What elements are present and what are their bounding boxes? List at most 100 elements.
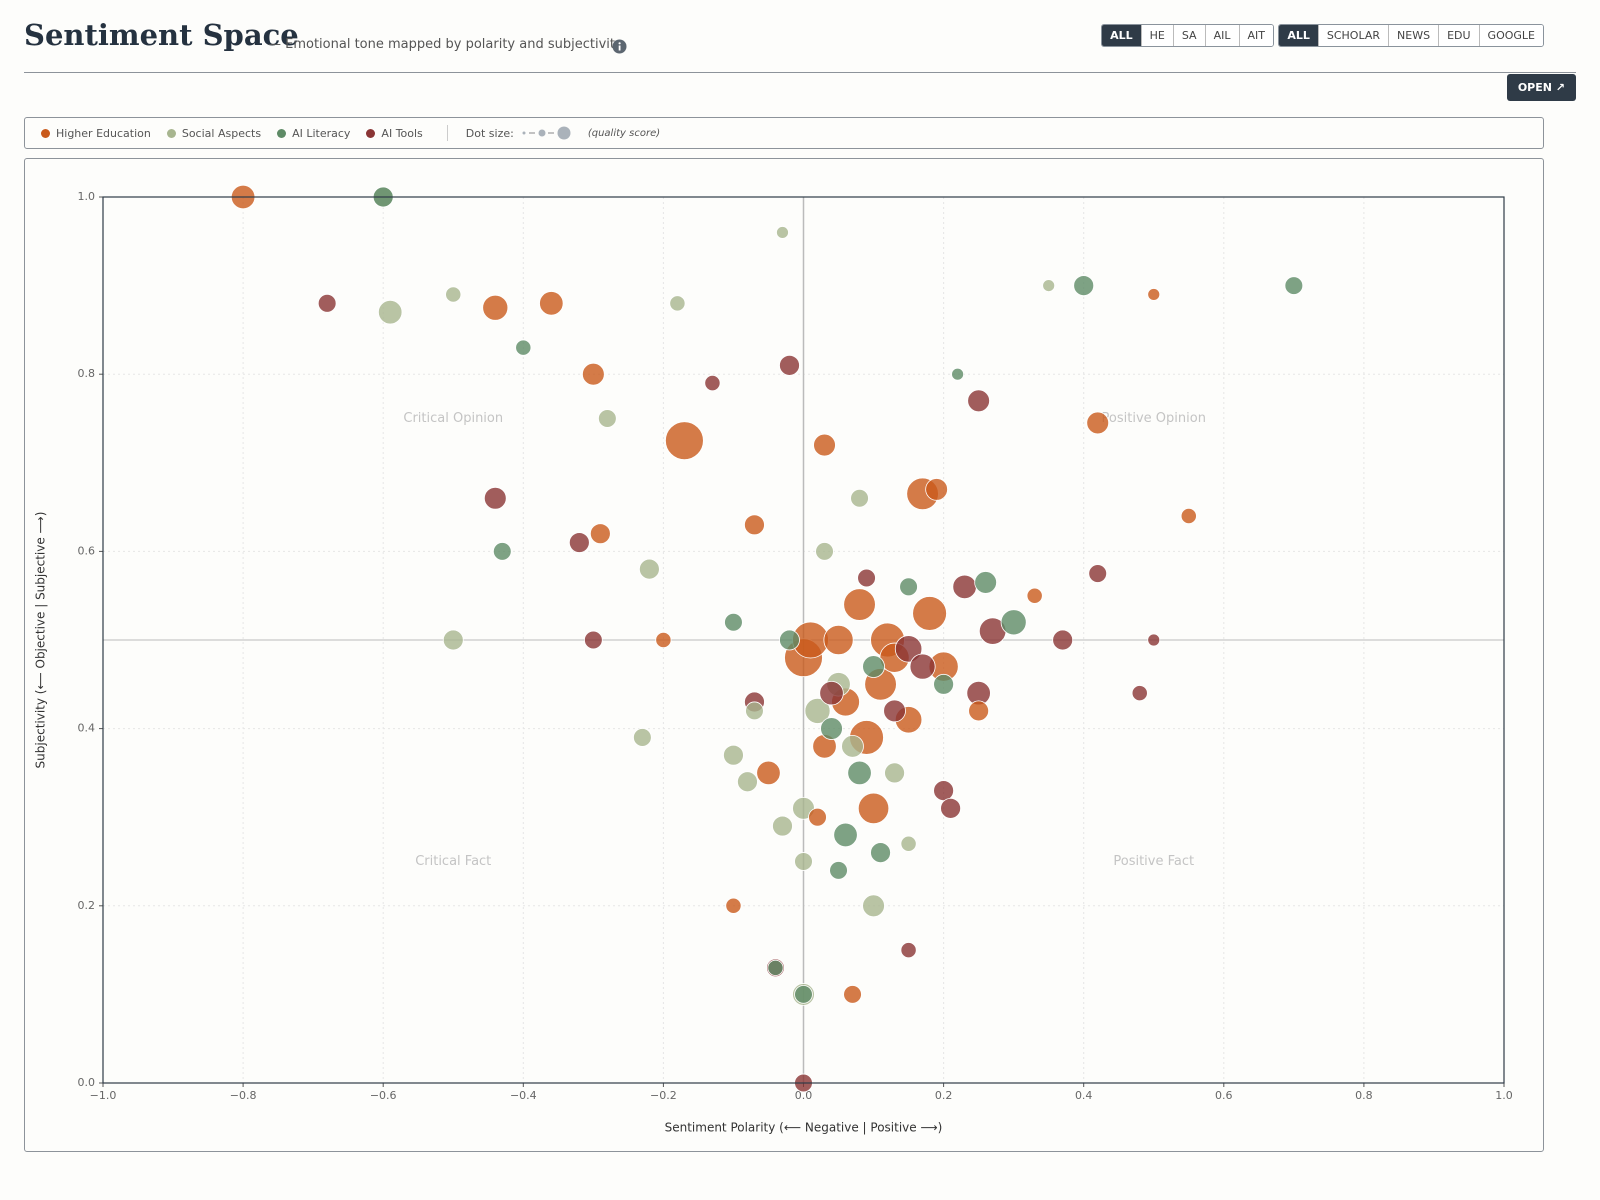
- data-point: [772, 815, 793, 837]
- data-point: [968, 700, 990, 722]
- data-point: [843, 588, 876, 621]
- divider: [24, 72, 1576, 73]
- x-tick-label: −0.4: [510, 1089, 537, 1102]
- data-point: [539, 291, 564, 316]
- data-point: [894, 635, 923, 663]
- x-tick-label: −0.2: [650, 1089, 677, 1102]
- data-point: [940, 797, 962, 819]
- quadrant-label: Positive Fact: [1113, 854, 1194, 869]
- filter-button[interactable]: ALL: [1279, 25, 1319, 46]
- filter-button[interactable]: SA: [1173, 25, 1206, 46]
- data-point: [598, 409, 617, 428]
- topic-filter: ALL HE SA AIL AIT: [1101, 24, 1274, 47]
- data-point: [819, 680, 844, 706]
- y-tick-label: 0.4: [78, 722, 96, 735]
- data-point: [857, 568, 876, 588]
- data-point: [925, 478, 948, 501]
- legend-items: Higher Education Social Aspects AI Literac…: [25, 127, 423, 140]
- data-point: [952, 574, 977, 600]
- y-tick-label: 1.0: [78, 190, 96, 203]
- legend-item: AI Tools: [366, 127, 423, 140]
- legend-label: AI Literacy: [292, 126, 351, 140]
- data-point: [862, 894, 885, 918]
- legend-item: Social Aspects: [166, 126, 262, 140]
- data-point: [899, 577, 918, 597]
- data-point: [723, 744, 744, 766]
- size-key: [522, 126, 571, 140]
- data-point: [378, 299, 403, 325]
- y-tick-label: 0.8: [78, 367, 96, 380]
- x-tick-label: 0.6: [1215, 1089, 1233, 1102]
- data-point: [883, 699, 906, 723]
- data-point: [900, 835, 917, 852]
- data-point: [933, 780, 954, 802]
- data-point: [317, 293, 337, 313]
- legend-item: Higher Education: [41, 127, 151, 140]
- data-point: [1052, 629, 1074, 651]
- y-tick-label: 0.2: [78, 899, 96, 912]
- data-point: [912, 596, 947, 631]
- data-point: [756, 760, 781, 786]
- x-tick-label: 1.0: [1495, 1089, 1513, 1102]
- legend-swatch: [277, 128, 287, 138]
- data-point: [847, 760, 872, 786]
- legend-item: AI Literacy: [277, 127, 350, 140]
- data-point: [804, 697, 831, 724]
- x-tick-label: 0.8: [1355, 1089, 1373, 1102]
- y-axis-label: Subjectivity (⟵ Objective | Subjective ⟶…: [34, 512, 48, 769]
- data-point: [1073, 275, 1095, 297]
- chart-panel: [24, 158, 1544, 1152]
- data-point: [744, 514, 765, 536]
- data-point: [933, 673, 954, 695]
- filter-button[interactable]: HE: [1141, 25, 1174, 46]
- legend: Higher Education Social Aspects AI Literac…: [24, 117, 1544, 149]
- x-tick-label: 0.2: [935, 1089, 953, 1102]
- quadrant-label: Critical Opinion: [403, 411, 503, 426]
- points: [230, 184, 1304, 1093]
- filter-button[interactable]: AIT: [1239, 25, 1273, 46]
- data-point: [776, 226, 789, 239]
- filter-button[interactable]: SCHOLAR: [1318, 25, 1390, 46]
- data-point: [724, 612, 743, 632]
- data-point: [808, 807, 827, 827]
- open-button[interactable]: OPEN ↗: [1506, 74, 1576, 101]
- data-point: [779, 629, 800, 651]
- legend-label: Social Aspects: [181, 126, 262, 140]
- data-point: [445, 286, 462, 303]
- data-point: [794, 852, 813, 871]
- data-point: [655, 631, 672, 649]
- filter-button[interactable]: NEWS: [1389, 25, 1440, 46]
- filter-button[interactable]: ALL: [1102, 25, 1142, 46]
- legend-swatch: [366, 128, 376, 138]
- data-point: [794, 985, 813, 1004]
- data-point: [815, 542, 834, 561]
- quadrant-label: Positive Opinion: [1102, 411, 1206, 426]
- data-point: [862, 655, 885, 678]
- data-point: [515, 339, 532, 356]
- x-tick-label: 0.4: [1075, 1089, 1093, 1102]
- data-point: [829, 861, 848, 880]
- data-point: [442, 629, 464, 651]
- filter-button[interactable]: GOOGLE: [1479, 25, 1543, 46]
- data-point: [737, 771, 758, 793]
- data-point: [823, 624, 854, 656]
- data-point: [1131, 685, 1148, 702]
- data-point: [1000, 609, 1027, 636]
- filter-button[interactable]: EDU: [1439, 25, 1480, 46]
- data-point: [1284, 276, 1304, 295]
- data-point: [850, 488, 869, 508]
- data-point: [900, 942, 917, 959]
- data-point: [884, 762, 905, 784]
- plot-frame: [102, 196, 1505, 1084]
- data-point: [870, 842, 891, 864]
- data-point: [974, 571, 997, 594]
- data-point: [725, 897, 742, 914]
- filter-button[interactable]: AIL: [1205, 25, 1240, 46]
- data-point: [1026, 587, 1043, 604]
- data-point: [857, 792, 890, 825]
- info-icon[interactable]: [612, 39, 627, 54]
- data-point: [638, 558, 660, 580]
- data-point: [665, 421, 704, 461]
- data-point: [951, 367, 965, 381]
